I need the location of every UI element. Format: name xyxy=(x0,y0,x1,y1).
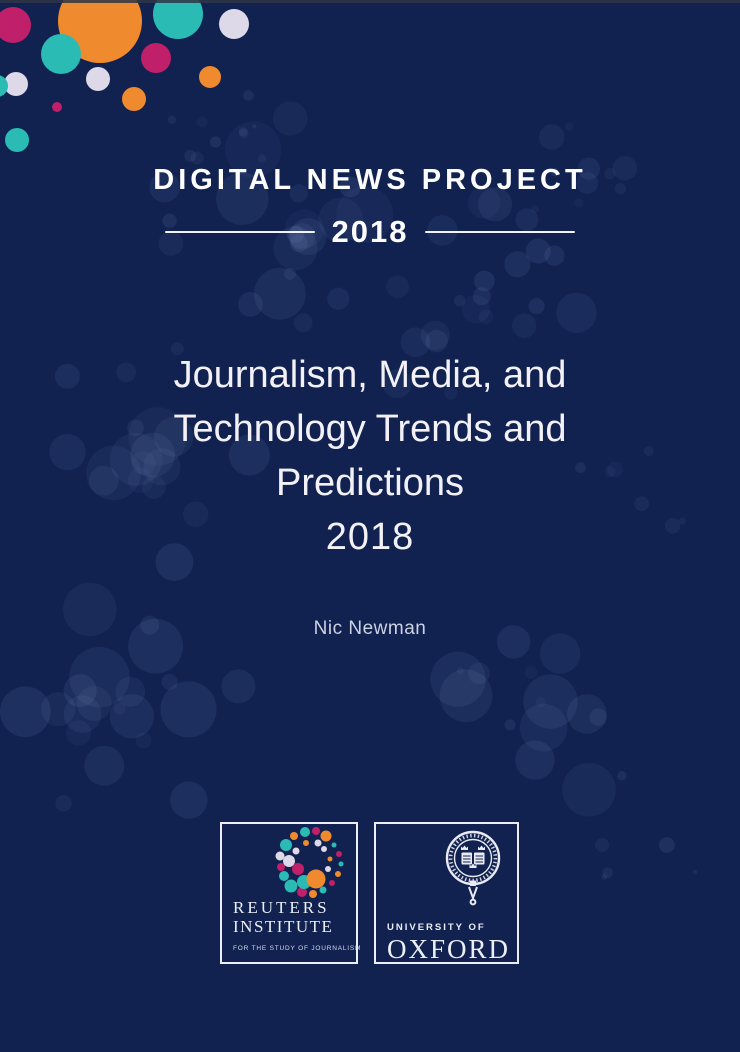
header: DIGITAL NEWS PROJECT 2018 xyxy=(0,164,740,250)
report-title-line-1: Journalism, Media, and xyxy=(173,354,567,396)
header-year-row: 2018 xyxy=(0,214,740,250)
oxford-label: OXFORD xyxy=(387,934,511,964)
author-name: Nic Newman xyxy=(313,618,427,639)
reuters-institute-logo: REUTERS INSTITUTE FOR THE STUDY OF JOURN… xyxy=(220,822,361,964)
report-title: Journalism, Media, and Technology Trends… xyxy=(0,348,740,564)
university-of-label: UNIVERSITY OF xyxy=(387,922,486,933)
report-title-line-2: Technology Trends and xyxy=(173,408,567,450)
oxford-wordmark: UNIVERSITY OF OXFORD xyxy=(387,922,510,965)
reuters-institute-wordmark: REUTERS INSTITUTE FOR THE STUDY OF JOURN… xyxy=(233,898,361,952)
report-title-line-3: Predictions xyxy=(276,462,464,504)
reuters-dotted-spiral-icon xyxy=(275,827,344,898)
project-title: DIGITAL NEWS PROJECT xyxy=(153,164,587,196)
institute-name: INSTITUTE xyxy=(233,917,334,936)
reuters-tagline: FOR THE STUDY OF JOURNALISM xyxy=(233,945,362,952)
page-top-edge xyxy=(0,0,740,3)
oxford-university-logo: UNIVERSITY OF OXFORD xyxy=(374,822,519,964)
reuters-name: REUTERS xyxy=(233,898,330,917)
report-title-year: 2018 xyxy=(325,516,415,558)
oxford-crest-icon xyxy=(445,830,501,906)
header-year: 2018 xyxy=(331,214,409,249)
divider-line-left xyxy=(164,231,315,233)
divider-line-right xyxy=(425,231,576,233)
